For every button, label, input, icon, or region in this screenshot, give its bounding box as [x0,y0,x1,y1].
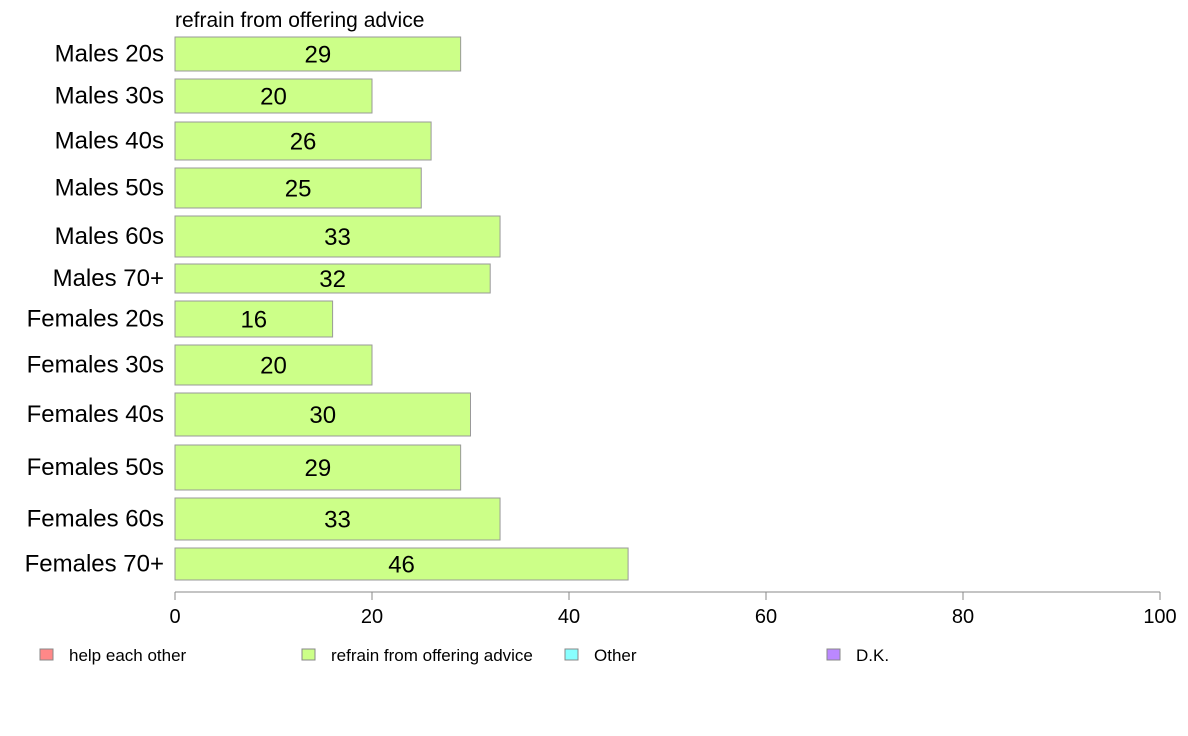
bar-value-label: 25 [285,176,312,203]
category-label: Males 50s [55,175,164,202]
legend-swatch [39,648,54,661]
category-label: Males 40s [55,128,164,155]
category-label: Males 20s [55,41,164,68]
bar-value-label: 16 [240,307,267,334]
category-label: Females 70+ [25,551,164,578]
bar [174,215,501,258]
bar [174,344,373,386]
bar [174,497,501,541]
bar-value-label: 29 [304,455,331,482]
category-label: Females 60s [27,506,164,533]
panel-title: refrain from offering advice [175,9,424,32]
category-label: Males 60s [55,223,164,250]
category-label: Males 70+ [53,265,164,292]
category-label: Males 30s [55,83,164,110]
bar [174,36,462,72]
bar [174,444,462,491]
bar-value-label: 46 [388,552,415,579]
bar [174,547,629,581]
bar [174,78,373,114]
bar-value-label: 32 [319,266,346,293]
bars-group: Males 20s 29 Males 30s 20 Males 40s 26 Males 5… [25,36,629,581]
x-tick-label: 40 [558,606,580,628]
bar-value-label: 30 [309,402,336,429]
bar [174,121,432,161]
bar [174,392,471,437]
bar [174,167,422,209]
bar-value-label: 33 [324,224,351,251]
x-tick-label: 60 [755,606,777,628]
legend-swatch [301,648,316,661]
category-label: Females 30s [27,352,164,379]
legend-label: help each other [69,646,187,665]
x-tick-label: 0 [169,606,180,628]
legend-label: Other [594,646,637,665]
x-tick-label: 100 [1143,606,1176,628]
category-label: Females 40s [27,401,164,428]
bar [174,300,334,338]
x-tick-label: 80 [952,606,974,628]
category-label: Females 50s [27,454,164,481]
legend-label: refrain from offering advice [331,646,533,665]
bar-value-label: 33 [324,507,351,534]
bar [174,263,491,294]
bar-value-label: 29 [304,42,331,69]
category-label: Females 20s [27,306,164,333]
bar-value-label: 20 [260,353,287,380]
legend-swatch [826,648,841,661]
legend-label: D.K. [856,646,889,665]
legend-swatch [564,648,579,661]
x-axis: 0 20 40 60 80 100 [169,591,1177,628]
x-tick-label: 20 [361,606,383,628]
bar-value-label: 26 [290,129,317,156]
legend: help each other refrain from offering adv… [39,646,889,665]
bar-value-label: 20 [260,84,287,111]
